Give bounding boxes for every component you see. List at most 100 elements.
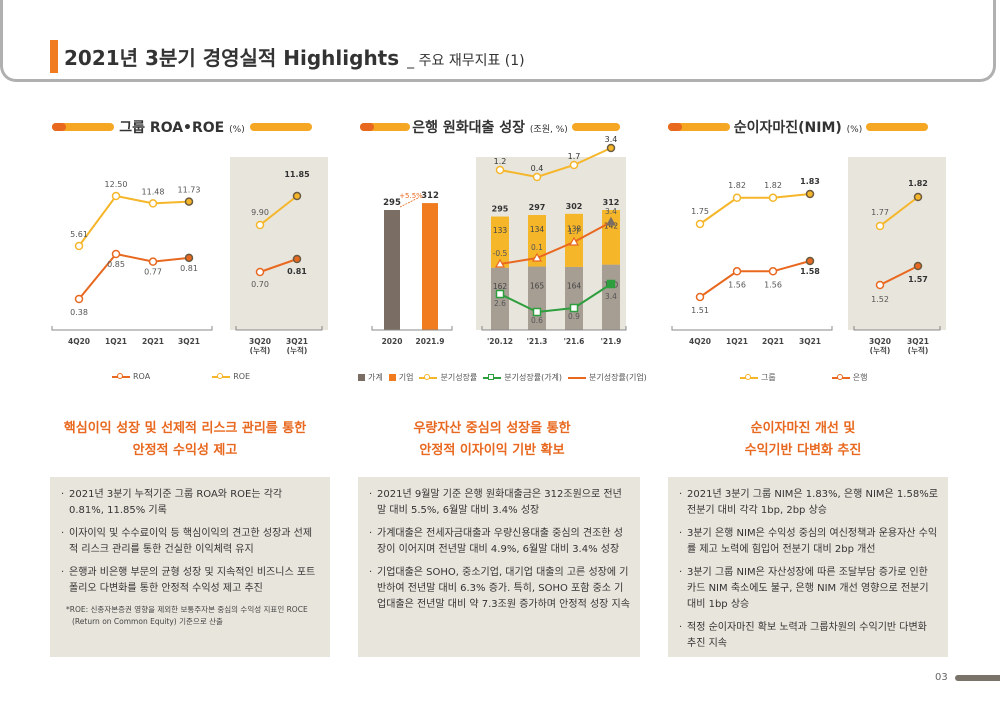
data-label: 295 bbox=[492, 205, 509, 214]
bullets-loans: 2021년 9월말 기준 은행 원화대출금은 312조원으로 전년말 대비 5.… bbox=[358, 477, 640, 657]
bullet-item: 가계대출은 전세자금대출과 우량신용대출 중심의 견조한 성장이 이어지며 전년… bbox=[368, 526, 630, 558]
legend-loans: 가계 기업 분기성장률 분기성장률(가계) 분기성장률(기업) bbox=[358, 372, 647, 383]
bullet-item: 3분기 은행 NIM은 수익성 중심의 여신정책과 운용자산 수익률 제고 노력… bbox=[678, 526, 938, 558]
data-label: 0.77 bbox=[144, 268, 162, 277]
x-axis bbox=[371, 326, 453, 331]
bar-corporate bbox=[528, 215, 546, 267]
data-label: 5.61 bbox=[70, 230, 88, 239]
tick-label: 3Q21 bbox=[178, 337, 200, 346]
data-label: 0.6 bbox=[531, 316, 543, 325]
data-label: 11.48 bbox=[142, 187, 165, 196]
bar-household bbox=[491, 267, 509, 330]
growth-total-point bbox=[569, 160, 579, 170]
bar-household bbox=[602, 264, 620, 330]
title-text: 2021년 3분기 경영실적 Highlights bbox=[64, 46, 400, 70]
nim-bank-cum-line bbox=[879, 265, 919, 286]
tick-label: (누적) bbox=[250, 345, 271, 355]
data-label: 1.82 bbox=[728, 181, 746, 190]
section-header-loans: 은행 원화대출 성장 (조원, %) bbox=[360, 117, 620, 137]
roa-point bbox=[111, 249, 121, 259]
growth-household-point bbox=[606, 279, 616, 289]
growth-household-line bbox=[499, 283, 612, 314]
roe-point bbox=[184, 197, 194, 206]
growth-household-point bbox=[569, 303, 579, 313]
bullet-item: 3분기 그룹 NIM은 자산성장에 따른 조달부담 증가로 인한 카드 NIM … bbox=[678, 565, 938, 613]
data-label: 297 bbox=[529, 203, 546, 212]
roe-point bbox=[111, 191, 121, 201]
page-number-bar bbox=[955, 675, 1000, 681]
data-label: 138 bbox=[567, 224, 582, 233]
data-label: 1.82 bbox=[908, 179, 928, 188]
data-label: 1.2 bbox=[494, 157, 507, 166]
nim-bank-point bbox=[732, 267, 742, 276]
nim-group-point bbox=[768, 193, 778, 202]
growth-total-point bbox=[532, 172, 542, 182]
roa-line bbox=[78, 252, 190, 300]
tick-label: 4Q20 bbox=[68, 337, 90, 346]
headline-loans: 우량자산 중심의 성장을 통한 안정적 이자이익 기반 확보 bbox=[413, 421, 571, 458]
data-label: 1.56 bbox=[764, 280, 782, 289]
roa-point bbox=[184, 253, 194, 263]
bullet-item: 이자이익 및 수수료이익 등 핵심이익의 견고한 성장과 선제적 리스크 관리를… bbox=[60, 526, 320, 558]
nim-group-cum-point bbox=[913, 192, 923, 202]
data-label: 1.75 bbox=[691, 207, 709, 216]
cumulative-panel bbox=[848, 157, 946, 330]
legend-item-growth-corporate: 분기성장률(기업) bbox=[568, 372, 647, 383]
headline-roa-roe: 핵심이익 성장 및 선제적 리스크 관리를 통한 안정적 수익성 제고 bbox=[63, 421, 307, 458]
legend-item-bank: 은행 bbox=[831, 372, 867, 383]
tick-label: '21.3 bbox=[527, 337, 548, 346]
legend-item-growth-household: 분기성장률(가계) bbox=[483, 372, 562, 383]
legend-item-roe: ROE bbox=[212, 372, 250, 381]
section-header-roa-roe: 그룹 ROA•ROE (%) bbox=[52, 117, 312, 137]
growth-corporate-point bbox=[568, 236, 580, 246]
data-label: 1.82 bbox=[764, 181, 782, 190]
roa-cum-point bbox=[292, 254, 302, 264]
growth-corporate-point bbox=[531, 252, 543, 262]
roa-point bbox=[148, 257, 158, 266]
roe-point bbox=[74, 241, 84, 251]
tick-label: 4Q20 bbox=[689, 337, 711, 346]
bullet-item: 2021년 3분기 그룹 NIM은 1.83%, 은행 NIM은 1.58%로 … bbox=[678, 487, 938, 519]
bar-household bbox=[565, 266, 583, 330]
data-label: 312 bbox=[421, 191, 439, 201]
growth-corporate-point bbox=[605, 216, 617, 226]
data-label: 1.7 bbox=[568, 152, 581, 161]
nim-bank-point bbox=[805, 256, 815, 266]
data-label: 0.85 bbox=[107, 260, 125, 269]
growth-corporate-point bbox=[494, 258, 506, 268]
tick-label: 2021.9 bbox=[416, 337, 445, 346]
tick-label: (누적) bbox=[908, 345, 929, 355]
roe-cum-point bbox=[255, 220, 265, 230]
bar-household bbox=[528, 266, 546, 330]
cumulative-panel bbox=[230, 157, 328, 330]
data-label: 133 bbox=[493, 226, 508, 235]
data-label: 1.57 bbox=[908, 275, 928, 284]
growth-household-point bbox=[532, 307, 542, 317]
roa-cum-point bbox=[255, 267, 265, 277]
x-axis bbox=[51, 326, 213, 331]
title-accent-bar bbox=[50, 40, 58, 73]
legend-item-household: 가계 bbox=[358, 372, 383, 383]
roe-line bbox=[78, 194, 190, 247]
data-label: 0.70 bbox=[251, 280, 269, 289]
footnote: *ROE: 신종자본증권 영향을 제외한 보통주자본 중심의 수익성 지표인 R… bbox=[66, 605, 308, 626]
growth-corporate-line bbox=[499, 221, 612, 265]
tick-label: '20.12 bbox=[487, 337, 513, 346]
data-label: 164 bbox=[567, 281, 582, 290]
growth-total-line bbox=[499, 147, 612, 179]
growth-annotation: +5.5% bbox=[399, 192, 423, 200]
nim-bank-cum-point bbox=[913, 261, 923, 271]
data-label: 162 bbox=[493, 282, 508, 291]
data-label: 0.81 bbox=[287, 267, 307, 276]
data-label: 1.77 bbox=[871, 208, 889, 217]
data-label: 11.85 bbox=[284, 170, 310, 179]
bar bbox=[384, 210, 400, 330]
data-label: 142 bbox=[604, 221, 619, 230]
legend-item-roa: ROA bbox=[112, 372, 150, 381]
bullet-item: 기업대출은 SOHO, 중소기업, 대기업 대출의 고른 성장에 기반하여 전년… bbox=[368, 565, 630, 613]
roa-cum-line bbox=[259, 258, 298, 273]
data-label: 295 bbox=[383, 198, 401, 208]
legend-roa-roe: ROA ROE bbox=[112, 372, 250, 381]
tick-label: 3Q21 bbox=[286, 337, 308, 346]
data-label: 3.4 bbox=[605, 207, 617, 216]
